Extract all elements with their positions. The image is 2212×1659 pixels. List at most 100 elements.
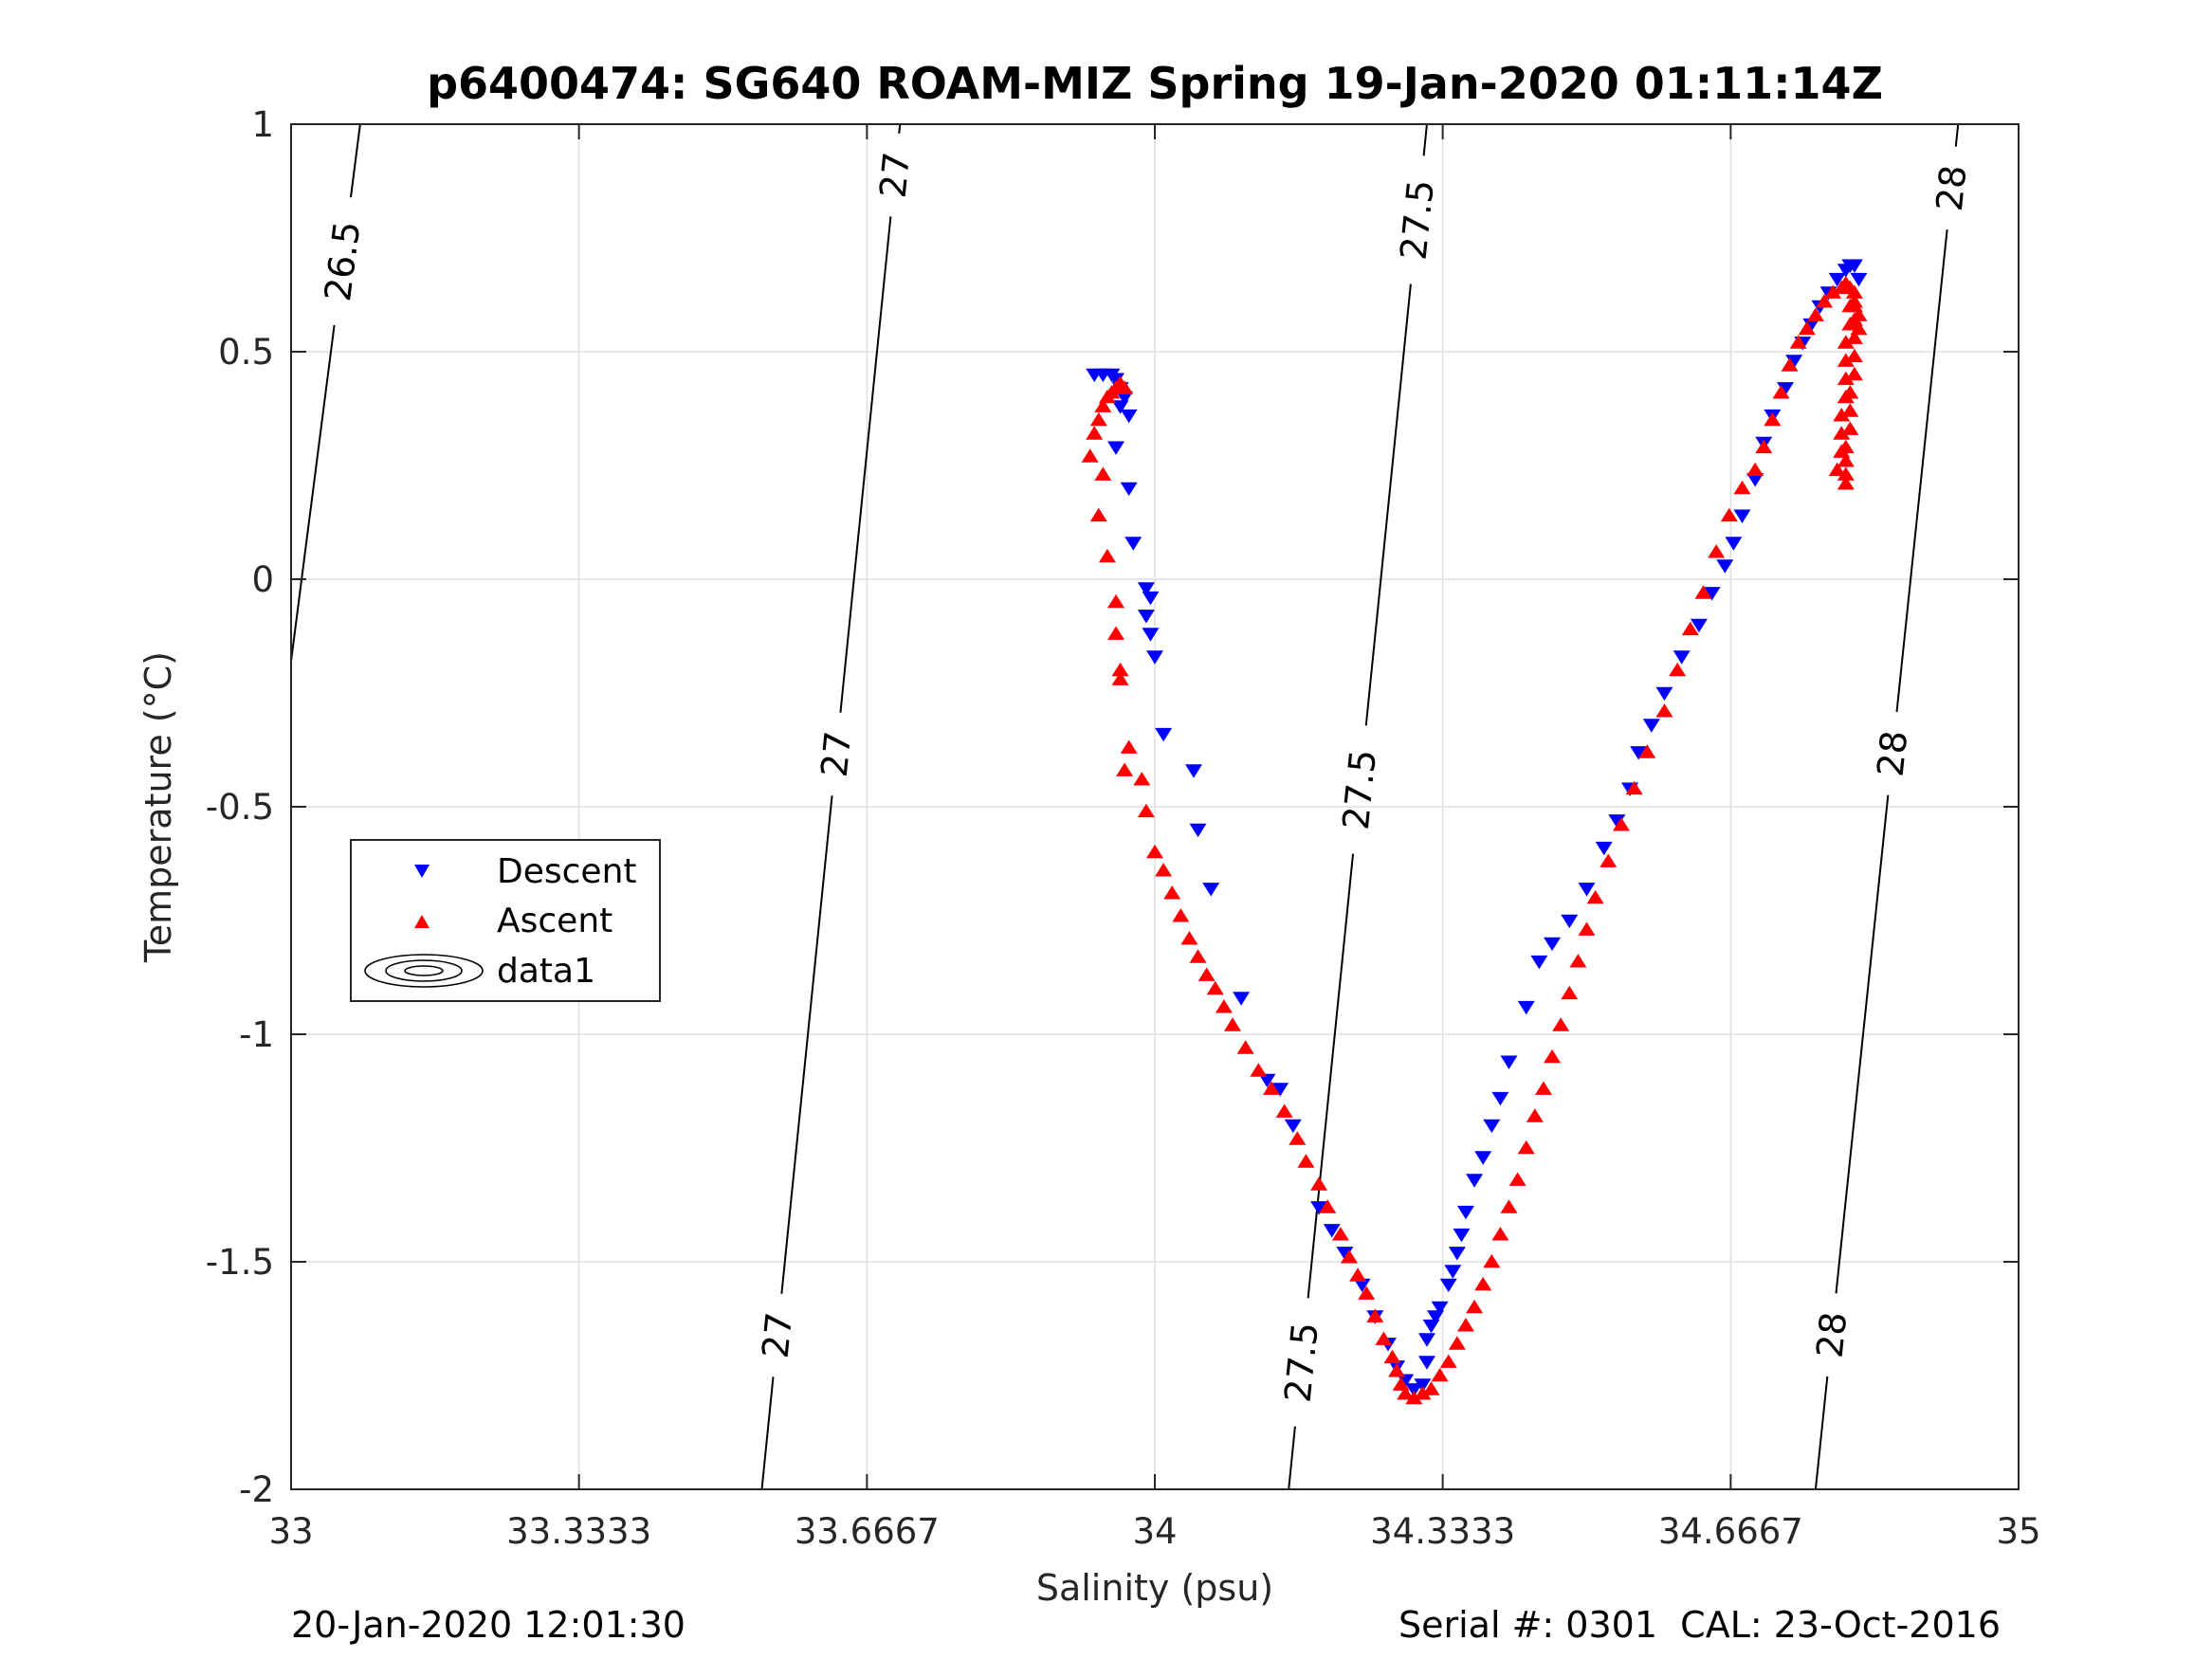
ascent-point — [1319, 1199, 1337, 1213]
footer-serial-cal: Serial #: 0301 CAL: 23-Oct-2016 — [1398, 1604, 2001, 1646]
ascent-point — [1772, 385, 1790, 399]
y-tick-label: -2 — [239, 1469, 274, 1510]
isopycnal-line — [1835, 794, 1890, 1294]
ascent-point — [1289, 1131, 1307, 1145]
ascent-point — [1081, 448, 1099, 463]
isopycnal-line — [1954, 123, 1960, 147]
ascent-point — [1755, 439, 1773, 454]
descent-point — [1120, 409, 1138, 424]
ascent-point — [1111, 671, 1129, 685]
ascent-point — [1262, 1081, 1280, 1095]
y-tick-label: 0.5 — [218, 332, 274, 373]
isopycnal-line — [290, 324, 336, 662]
ascent-point — [1837, 389, 1855, 404]
descent-point — [1120, 482, 1138, 497]
ascent-point — [1806, 307, 1824, 321]
ascent-point — [1155, 863, 1173, 877]
ascent-point — [1544, 1048, 1562, 1064]
ascent-point — [1215, 999, 1233, 1013]
x-tick-label: 34.3333 — [1370, 1511, 1515, 1552]
ascent-point — [1197, 967, 1216, 981]
isopycnal-label: 26.5 — [317, 219, 368, 304]
descent-point — [1561, 914, 1579, 929]
descent-point — [1444, 1265, 1462, 1279]
isopycnal-label: 27 — [872, 150, 919, 200]
ascent-point — [1845, 348, 1863, 363]
isopycnal-line — [780, 795, 833, 1294]
isopycnal-label: 27.5 — [1393, 178, 1442, 263]
ascent-point — [1172, 908, 1190, 922]
isopycnal-line — [1422, 123, 1428, 156]
isopycnal-line — [349, 123, 361, 198]
ascent-point — [1448, 1336, 1466, 1350]
descent-point — [1189, 823, 1207, 838]
y-tick-label: -0.5 — [206, 787, 274, 828]
ascent-point — [1431, 1367, 1449, 1382]
descent-point — [1716, 559, 1734, 574]
ascent-point — [1397, 1386, 1415, 1400]
descent-point — [1284, 1119, 1302, 1134]
ascent-point — [1850, 307, 1868, 321]
ascent-point — [1669, 662, 1687, 677]
ascent-point — [1833, 408, 1851, 422]
ascent-point — [1655, 703, 1673, 718]
descent-point — [1323, 1224, 1341, 1238]
descent-point — [1828, 272, 1846, 287]
ascent-point — [1837, 476, 1855, 490]
descent-point — [1116, 391, 1134, 406]
ascent-point — [1569, 954, 1587, 968]
isopycnal-line — [839, 216, 892, 713]
x-tick-label: 34.6667 — [1658, 1511, 1803, 1552]
ascent-point — [1414, 1386, 1432, 1400]
x-tick-label: 33.6667 — [795, 1511, 940, 1552]
ascent-point — [1094, 466, 1112, 481]
isopycnal-label: 28 — [1809, 1310, 1856, 1360]
ascent-point — [1349, 1267, 1367, 1282]
ascent-point — [1828, 462, 1846, 477]
descent-point — [1544, 937, 1562, 952]
ascent-point — [1340, 1249, 1358, 1264]
ascent-point — [1841, 317, 1859, 331]
ascent-point — [1837, 335, 1855, 349]
ascent-point — [1552, 1017, 1570, 1031]
ascent-point — [1837, 453, 1855, 467]
ascent-point — [1694, 585, 1712, 599]
legend-data1-label: data1 — [497, 952, 595, 991]
ascent-point — [1383, 1349, 1401, 1364]
x-tick-label: 35 — [1996, 1511, 2040, 1552]
descent-point — [1491, 1091, 1509, 1106]
ascent-point — [1845, 330, 1863, 344]
descent-point — [1517, 1000, 1535, 1015]
isopycnal-line — [1307, 853, 1355, 1299]
ascent-point — [1837, 353, 1855, 367]
ascent-point — [1625, 780, 1643, 795]
descent-point — [1595, 841, 1613, 856]
ascent-point — [1746, 462, 1764, 477]
descent-point — [1142, 628, 1160, 642]
x-tick-label: 34 — [1132, 1511, 1177, 1552]
legend-contour-icon — [364, 954, 484, 988]
ascent-point — [1526, 1108, 1544, 1122]
descent-point — [1850, 272, 1868, 287]
legend: Descent Ascent data1 — [350, 839, 661, 1002]
isopycnal-label: 27 — [755, 1310, 801, 1360]
isopycnal-line — [1814, 1376, 1829, 1490]
descent-point — [1530, 955, 1548, 970]
ascent-point — [1098, 548, 1116, 563]
descent-point — [1466, 1174, 1484, 1188]
ascent-point — [1837, 466, 1855, 481]
ascent-point — [1612, 817, 1630, 831]
x-tick-label: 33 — [268, 1511, 313, 1552]
ascent-point — [1275, 1103, 1293, 1118]
isopycnal-line — [760, 1376, 775, 1490]
ascent-point — [1491, 1227, 1509, 1241]
y-tick-label: -1.5 — [206, 1242, 274, 1283]
ascent-point — [1137, 803, 1155, 818]
isopycnal-label: 27.5 — [1335, 748, 1384, 832]
ascent-point — [1107, 593, 1125, 609]
ascent-point — [1456, 1318, 1474, 1332]
ascent-point — [1366, 1308, 1384, 1322]
descent-series — [1086, 259, 1868, 1397]
ascent-point — [1310, 1176, 1328, 1191]
ascent-point — [1833, 444, 1851, 458]
